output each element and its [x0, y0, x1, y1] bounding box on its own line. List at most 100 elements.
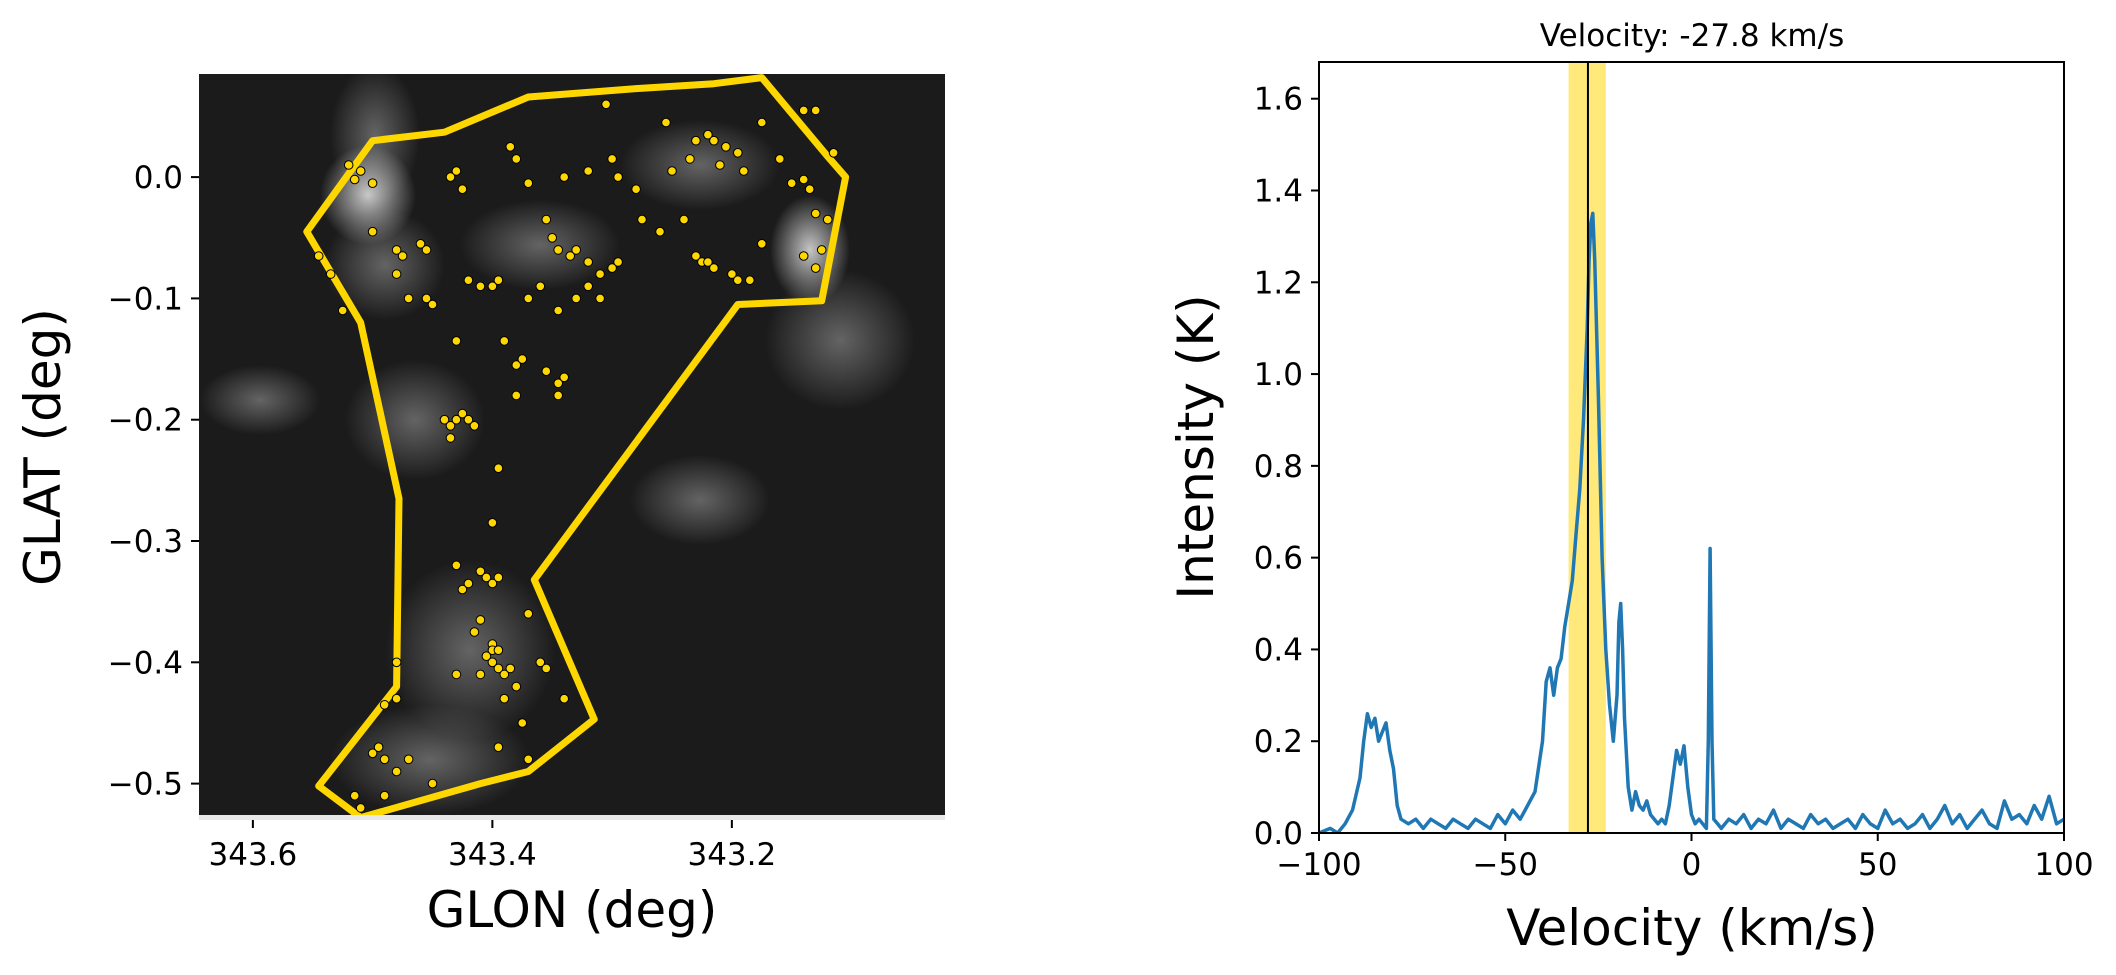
- source-point: [631, 184, 641, 194]
- spectrum-y-tick-label: 1.6: [1254, 82, 1303, 118]
- source-point: [487, 518, 498, 528]
- source-point: [343, 160, 354, 170]
- source-point: [613, 172, 623, 182]
- region-outline: [303, 74, 850, 820]
- map-y-tick-label: −0.2: [108, 403, 183, 439]
- source-point: [493, 645, 504, 656]
- map-x-tick-label: 343.4: [448, 837, 537, 873]
- source-point: [517, 354, 528, 364]
- source-point: [325, 269, 336, 279]
- source-point: [373, 742, 384, 753]
- source-point: [511, 681, 522, 692]
- source-point: [709, 263, 719, 273]
- map-y-tick-label: 0.0: [134, 160, 183, 196]
- source-point: [367, 226, 378, 237]
- source-point: [493, 663, 504, 674]
- source-point: [547, 233, 558, 243]
- spectrum-y-tick-label: 0.2: [1254, 724, 1303, 760]
- source-point: [493, 275, 504, 286]
- source-point: [469, 627, 480, 637]
- source-point: [541, 214, 552, 225]
- source-point: [379, 754, 390, 765]
- source-point: [517, 718, 528, 728]
- source-point: [828, 148, 839, 158]
- source-point: [499, 669, 510, 680]
- source-point: [553, 378, 564, 389]
- source-point: [463, 275, 474, 286]
- spectrum-background: [1319, 62, 2064, 833]
- source-point: [487, 578, 498, 589]
- source-point: [535, 281, 546, 292]
- map-y-ticks: 0.0 −0.1 −0.2 −0.3 −0.4 −0.5: [108, 160, 199, 803]
- source-point: [457, 584, 468, 595]
- spectrum-x-tick-label: −50: [1473, 847, 1538, 883]
- source-point: [523, 178, 534, 188]
- source-point: [571, 245, 582, 255]
- source-point: [421, 293, 432, 304]
- source-point: [511, 360, 522, 370]
- source-point: [757, 117, 767, 128]
- source-point: [463, 414, 474, 425]
- spectrum-x-tick-label: 100: [2034, 847, 2093, 883]
- source-point: [571, 293, 582, 304]
- spectrum-x-tick-label: −100: [1276, 847, 1361, 883]
- source-point: [391, 657, 402, 668]
- source-point: [583, 281, 594, 292]
- map-y-tick-label: −0.5: [108, 767, 183, 803]
- source-point: [457, 408, 468, 419]
- source-point: [685, 154, 695, 164]
- source-point: [445, 421, 456, 431]
- source-point: [553, 245, 564, 255]
- source-point: [487, 281, 498, 292]
- source-point: [703, 129, 713, 140]
- map-y-tick-label: −0.4: [108, 645, 183, 681]
- source-point: [733, 148, 743, 158]
- source-point: [745, 275, 755, 286]
- source-point: [505, 663, 516, 674]
- source-point: [367, 178, 378, 188]
- source-point: [445, 172, 456, 182]
- source-point: [691, 135, 701, 146]
- source-point: [337, 305, 348, 316]
- source-point: [367, 748, 378, 759]
- source-point: [427, 778, 438, 789]
- spectrum-line: [1319, 211, 2064, 833]
- source-point: [415, 239, 426, 249]
- source-point: [798, 174, 809, 185]
- source-point: [379, 790, 390, 801]
- source-point: [541, 366, 552, 377]
- source-point: [397, 251, 408, 261]
- source-point: [541, 663, 552, 674]
- source-point: [553, 305, 564, 316]
- source-point: [445, 433, 456, 443]
- source-point: [439, 414, 450, 425]
- source-point: [379, 700, 390, 710]
- spectrum-title: Velocity: -27.8 km/s: [1540, 18, 1844, 54]
- source-point: [481, 651, 492, 662]
- source-point: [403, 293, 414, 304]
- source-point: [733, 275, 743, 286]
- source-point: [427, 299, 438, 310]
- source-point: [499, 336, 510, 346]
- source-point: [661, 117, 671, 128]
- source-point: [391, 766, 402, 777]
- source-point: [451, 166, 462, 176]
- map-y-tick-label: −0.3: [108, 524, 183, 560]
- source-point: [607, 263, 617, 273]
- source-point: [721, 142, 731, 152]
- source-point: [481, 572, 492, 583]
- source-point: [565, 251, 576, 261]
- source-point: [487, 657, 498, 668]
- source-point: [493, 572, 504, 583]
- source-point: [493, 742, 504, 753]
- source-point: [559, 693, 570, 704]
- source-point: [523, 293, 534, 304]
- source-point: [535, 657, 546, 668]
- source-point: [523, 609, 534, 619]
- source-point: [355, 803, 366, 813]
- spectrum-y-tick-label: 1.4: [1254, 174, 1303, 210]
- map-panel: 343.6 343.4 343.2 0.0−0.1−0.2−0.3−0.4−0.5 …: [14, 74, 945, 939]
- spectrum-y-tick-label: 0.8: [1254, 449, 1303, 485]
- source-point: [499, 693, 510, 704]
